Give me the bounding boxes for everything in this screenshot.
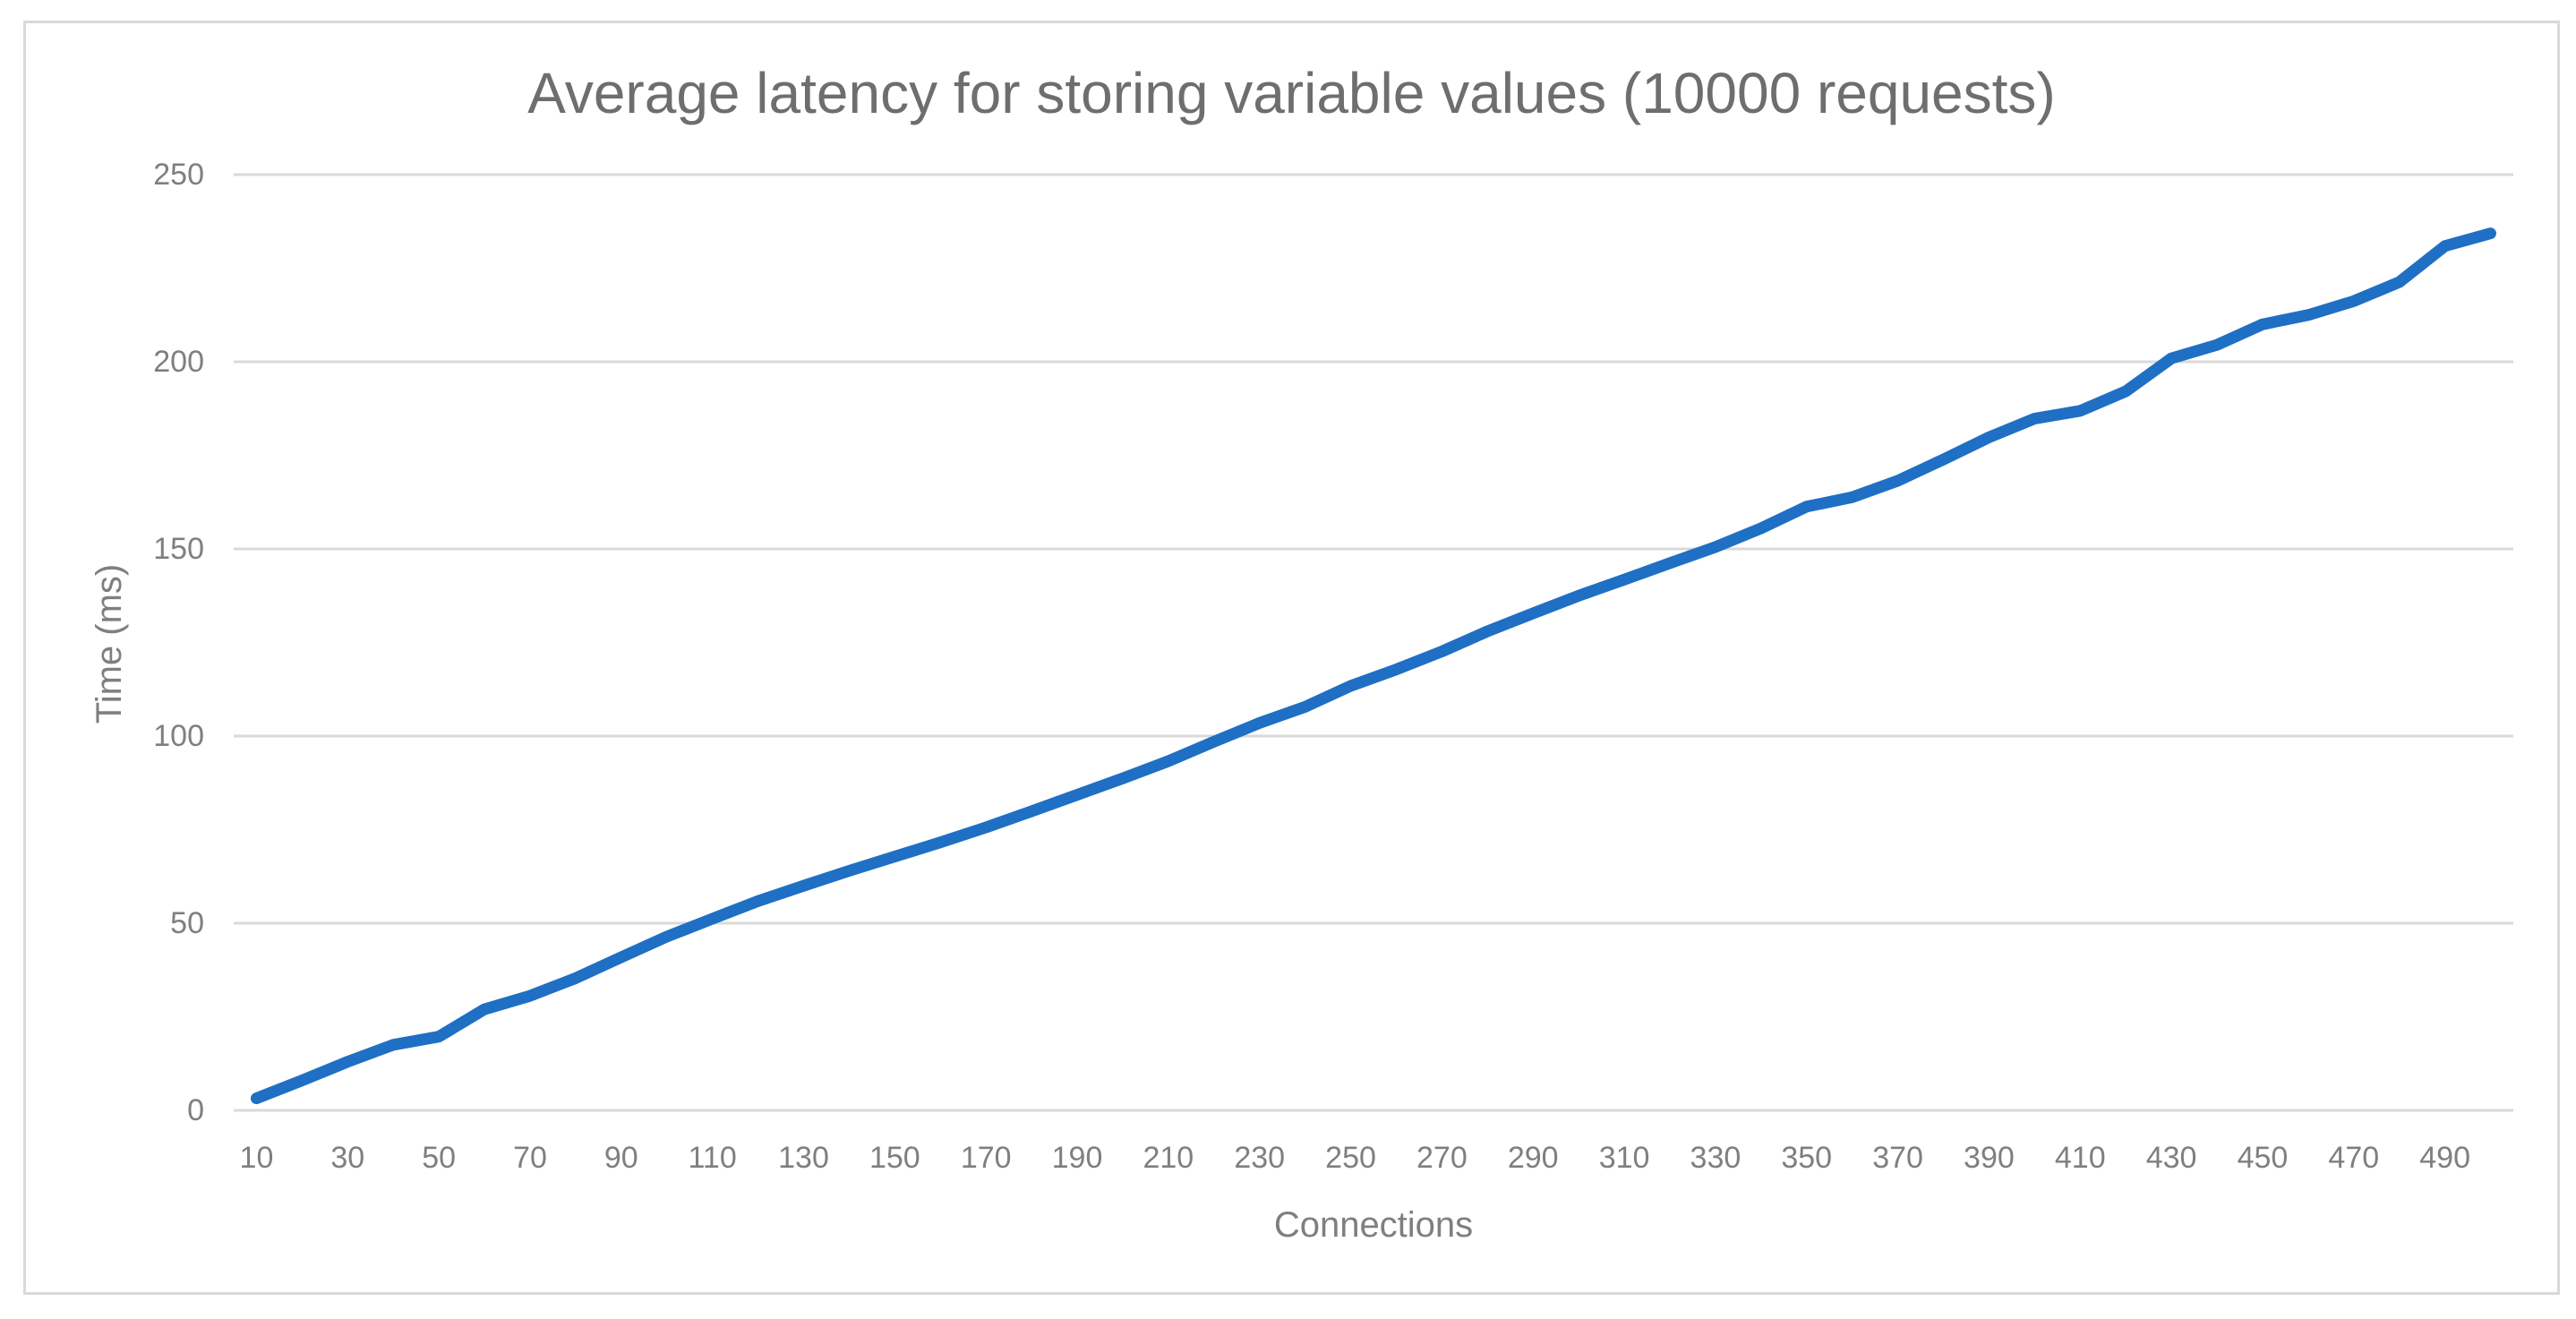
y-tick-label: 0 xyxy=(187,1093,204,1127)
x-tick-label: 150 xyxy=(869,1141,920,1175)
x-tick-label: 290 xyxy=(1508,1141,1559,1175)
y-tick-label: 100 xyxy=(153,719,204,753)
x-tick-label: 330 xyxy=(1690,1141,1742,1175)
x-tick-label: 130 xyxy=(778,1141,829,1175)
x-tick-label: 230 xyxy=(1234,1141,1285,1175)
x-tick-label: 310 xyxy=(1599,1141,1650,1175)
latency-series-line xyxy=(251,227,2496,1105)
x-tick-label: 490 xyxy=(2419,1141,2470,1175)
x-tick-label: 170 xyxy=(961,1141,1012,1175)
x-tick-label: 430 xyxy=(2146,1141,2197,1175)
y-tick-label: 150 xyxy=(153,532,204,566)
x-tick-label: 90 xyxy=(604,1141,638,1175)
x-tick-label: 370 xyxy=(1872,1141,1923,1175)
x-tick-label: 350 xyxy=(1781,1141,1832,1175)
x-tick-label: 70 xyxy=(513,1141,547,1175)
x-tick-label: 30 xyxy=(330,1141,364,1175)
y-tick-label: 50 xyxy=(170,906,204,940)
x-tick-label: 250 xyxy=(1325,1141,1376,1175)
x-axis-title: Connections xyxy=(1273,1205,1474,1245)
x-tick-label: 210 xyxy=(1143,1141,1194,1175)
y-tick-label: 200 xyxy=(153,345,204,379)
x-tick-label: 470 xyxy=(2328,1141,2379,1175)
chart-title: Average latency for storing variable val… xyxy=(527,61,2056,125)
x-tick-label: 450 xyxy=(2238,1141,2289,1175)
x-tick-label: 190 xyxy=(1052,1141,1103,1175)
x-tick-label: 50 xyxy=(422,1141,456,1175)
chart-frame xyxy=(23,21,2560,1295)
y-axis-title: Time (ms) xyxy=(90,563,129,724)
x-tick-label: 390 xyxy=(1964,1141,2015,1175)
y-tick-label: 250 xyxy=(153,158,204,192)
x-tick-label: 110 xyxy=(689,1141,737,1175)
x-tick-label: 270 xyxy=(1416,1141,1468,1175)
x-tick-label: 10 xyxy=(240,1141,274,1175)
x-tick-label: 410 xyxy=(2055,1141,2106,1175)
